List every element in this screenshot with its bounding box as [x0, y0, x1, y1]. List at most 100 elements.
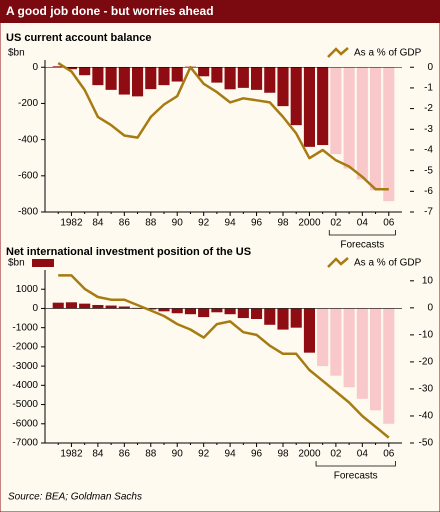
- forecast-label: Forecasts: [340, 240, 384, 251]
- bar: [356, 67, 368, 180]
- bar: [277, 308, 289, 330]
- y2-tick-label: -5: [424, 165, 433, 176]
- y2-tick-label: -30: [419, 384, 434, 395]
- x-tick-label: 06: [383, 449, 395, 460]
- y-axis-label: $bn: [8, 258, 25, 269]
- y-tick-label: -800: [18, 207, 38, 218]
- bar: [303, 308, 315, 353]
- bar: [356, 308, 368, 399]
- bar: [330, 308, 342, 376]
- bar: [105, 67, 117, 90]
- header-bar: [0, 0, 440, 23]
- x-tick-label: 84: [92, 218, 104, 229]
- y2-tick-label: -1: [424, 83, 433, 94]
- legend-label: As a % of GDP: [354, 258, 422, 269]
- legend-line-icon: [327, 257, 349, 268]
- y2-tick-label: -3: [424, 124, 433, 135]
- bar: [65, 302, 77, 309]
- y-tick-label: 0: [32, 303, 38, 314]
- line-series: [58, 274, 390, 439]
- line-series: [57, 62, 389, 191]
- y-tick-label: -400: [18, 134, 38, 145]
- x-tick-label: 96: [251, 218, 263, 229]
- x-tick-label: 88: [145, 449, 157, 460]
- legend-label: As a % of GDP: [354, 48, 422, 59]
- x-tick-label: 86: [119, 449, 131, 460]
- y2-tick-label: -2: [424, 103, 433, 114]
- x-tick-label: 88: [145, 218, 157, 229]
- x-tick-label: 1982: [60, 218, 83, 229]
- y-tick-label: -6000: [12, 418, 38, 429]
- bar: [290, 308, 302, 328]
- chart-title: US current account balance: [6, 32, 152, 44]
- y2-tick-label: -50: [419, 438, 434, 449]
- x-tick-label: 04: [357, 218, 369, 229]
- bar: [145, 308, 157, 310]
- y2-tick-label: -4: [424, 145, 433, 156]
- bar: [224, 67, 236, 90]
- bar: [237, 67, 249, 88]
- bar: [370, 308, 382, 411]
- bar: [92, 304, 104, 309]
- bar: [251, 67, 263, 90]
- y-axis-label: $bn: [8, 48, 25, 59]
- bar: [343, 67, 355, 169]
- bar: [370, 67, 382, 191]
- bar: [277, 67, 289, 107]
- y-tick-label: -600: [18, 170, 38, 181]
- y-tick-label: 1000: [16, 284, 39, 295]
- bar: [290, 67, 302, 126]
- bar: [118, 67, 130, 95]
- x-tick-label: 90: [172, 218, 184, 229]
- bar: [211, 67, 223, 83]
- bar: [343, 308, 355, 388]
- x-tick-label: 02: [330, 218, 342, 229]
- y2-tick-label: -40: [419, 411, 434, 422]
- x-tick-label: 90: [172, 449, 184, 460]
- y2-tick-label: -7: [424, 207, 433, 218]
- bar: [198, 308, 210, 318]
- bar: [65, 67, 77, 70]
- x-tick-label: 96: [251, 449, 263, 460]
- bar: [224, 308, 236, 315]
- source: Source: BEA; Goldman Sachs: [8, 492, 142, 503]
- bar: [132, 67, 144, 97]
- x-tick-label: 98: [277, 449, 289, 460]
- y2-tick-label: 0: [427, 302, 433, 313]
- forecast-bracket: [328, 230, 396, 236]
- x-tick-label: 92: [198, 449, 210, 460]
- x-tick-label: 86: [119, 218, 131, 229]
- x-tick-label: 2000: [298, 218, 321, 229]
- bar: [211, 308, 223, 313]
- y-tick-label: -3000: [12, 361, 38, 372]
- bar: [383, 67, 395, 202]
- x-tick-label: 92: [198, 218, 210, 229]
- bar: [52, 302, 64, 309]
- bar: [158, 308, 170, 312]
- bar: [264, 67, 276, 93]
- legend-line-icon: [327, 47, 349, 58]
- bar: [118, 306, 130, 309]
- bar: [105, 305, 117, 309]
- bar: [79, 303, 91, 309]
- y-tick-label: -7000: [12, 438, 38, 449]
- x-tick-label: 2000: [298, 449, 321, 460]
- bar: [198, 67, 210, 77]
- bar: [171, 67, 183, 82]
- bar: [330, 67, 342, 155]
- bar: [171, 308, 183, 314]
- bar: [79, 67, 91, 76]
- bar: [237, 308, 249, 319]
- y2-tick-label: -10: [419, 330, 434, 341]
- x-tick-label: 98: [277, 218, 289, 229]
- bar: [317, 308, 329, 367]
- y-tick-label: -5000: [12, 399, 38, 410]
- x-tick-label: 1982: [60, 449, 83, 460]
- y-tick-label: -2000: [12, 342, 38, 353]
- y-tick-label: -1000: [12, 322, 38, 333]
- x-tick-label: 94: [225, 218, 237, 229]
- header-title: A good job done - but worries ahead: [6, 4, 214, 18]
- chart-title: Net international investment position of…: [6, 246, 251, 258]
- bar: [184, 308, 196, 315]
- x-tick-label: 04: [357, 449, 369, 460]
